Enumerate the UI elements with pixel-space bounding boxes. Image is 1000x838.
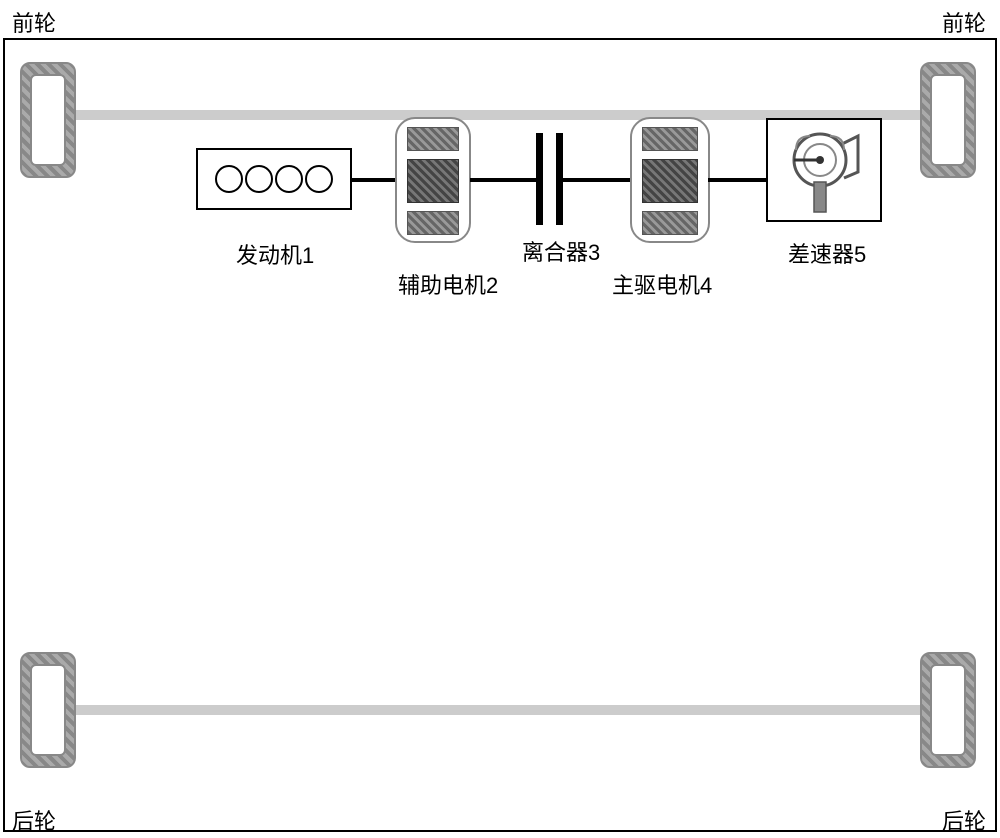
rear-axle [76, 705, 920, 715]
label-front-wheel-right: 前轮 [942, 6, 986, 38]
motor-rotor-icon [642, 159, 698, 203]
motor-coil-icon [642, 211, 698, 235]
shaft-engine-aux [350, 178, 396, 182]
motor-rotor-icon [407, 159, 459, 203]
cylinder-icon [215, 165, 243, 193]
differential-box [766, 118, 882, 222]
main-drive-motor [630, 117, 710, 243]
rim-icon [930, 74, 966, 166]
label-engine: 发动机1 [236, 238, 314, 270]
motor-coil-icon [407, 211, 459, 235]
rim-icon [30, 74, 66, 166]
cylinder-icon [305, 165, 333, 193]
shaft-aux-clutch [470, 178, 538, 182]
shaft-clutch-main [562, 178, 632, 182]
front-right-wheel [920, 62, 976, 178]
rear-right-wheel [920, 652, 976, 768]
rim-icon [930, 664, 966, 756]
label-aux-motor: 辅助电机2 [398, 268, 498, 300]
rear-left-wheel [20, 652, 76, 768]
clutch-plate-left [536, 133, 543, 225]
motor-coil-icon [642, 127, 698, 151]
aux-motor [395, 117, 471, 243]
label-rear-wheel-left: 后轮 [12, 804, 56, 836]
label-clutch: 离合器3 [522, 235, 600, 267]
front-left-wheel [20, 62, 76, 178]
motor-coil-icon [407, 127, 459, 151]
rim-icon [30, 664, 66, 756]
label-rear-wheel-right: 后轮 [942, 804, 986, 836]
label-differential: 差速器5 [788, 237, 866, 269]
differential-icon [774, 126, 874, 216]
shaft-main-diff [708, 178, 768, 182]
label-main-motor: 主驱电机4 [612, 268, 712, 300]
cylinder-icon [275, 165, 303, 193]
engine-block [196, 148, 352, 210]
cylinder-icon [245, 165, 273, 193]
label-front-wheel-left: 前轮 [12, 6, 56, 38]
